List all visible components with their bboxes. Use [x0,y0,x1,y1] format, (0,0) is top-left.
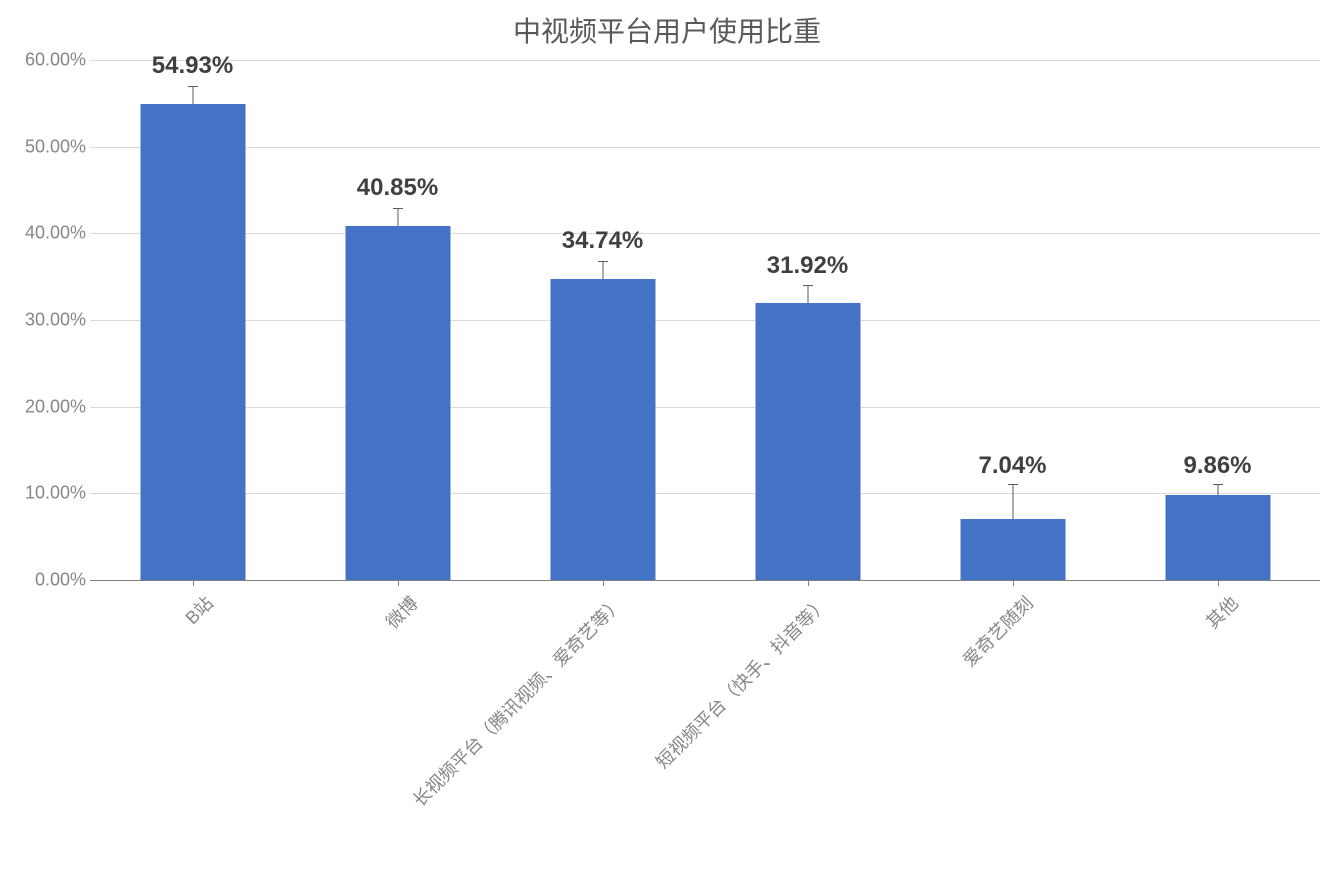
bar [550,279,655,580]
xtick-mark [603,580,604,586]
error-cap [598,261,608,262]
ytick-label-5: 50.00% [6,136,86,157]
xtick-mark [1218,580,1219,586]
error-bar [397,209,398,226]
xtick-mark [1013,580,1014,586]
xtick-label-3: 短视频平台（快手、抖音等） [650,590,834,774]
xtick-label-2: 长视频平台（腾讯视频、爱奇艺等） [406,590,628,812]
bar [345,226,450,580]
error-bar [192,87,193,104]
bar [1165,495,1270,580]
x-axis-line [90,580,1320,581]
xtick-mark [193,580,194,586]
error-bar [807,286,808,303]
bar-value-label: 7.04% [978,452,1046,480]
error-cap [803,285,813,286]
plot-area: 54.93% 40.85% 34.74% 31.92% [90,60,1320,580]
ytick-label-3: 30.00% [6,310,86,331]
ytick-label-4: 40.00% [6,223,86,244]
xtick-label-4: 爱奇艺随刻 [956,590,1038,672]
xtick-label-0: B站 [179,590,219,630]
xtick-mark [398,580,399,586]
bars-layer: 54.93% 40.85% 34.74% 31.92% [90,60,1320,580]
bar-value-label: 9.86% [1183,452,1251,480]
xtick-label-5: 其他 [1200,590,1244,634]
bar-value-label: 31.92% [767,252,848,280]
ytick-label-2: 20.00% [6,396,86,417]
bar-value-label: 34.74% [562,227,643,255]
error-bar [1012,485,1013,519]
xtick-mark [808,580,809,586]
ytick-label-1: 10.00% [6,483,86,504]
error-bar [602,262,603,279]
error-cap [188,86,198,87]
error-cap [393,208,403,209]
chart-title: 中视频平台用户使用比重 [0,10,1334,50]
error-cap [1213,484,1223,485]
xtick-label-1: 微博 [380,590,424,634]
ytick-label-0: 0.00% [6,570,86,591]
bar-value-label: 54.93% [152,52,233,80]
error-cap [1008,484,1018,485]
ytick-label-6: 60.00% [6,50,86,71]
bar [140,104,245,580]
error-bar [1217,485,1218,495]
bar [755,303,860,580]
bar [960,519,1065,580]
bar-value-label: 40.85% [357,174,438,202]
chart-container: 中视频平台用户使用比重 0.00% 10.00% 20.00% 30.00% 4… [0,0,1334,889]
